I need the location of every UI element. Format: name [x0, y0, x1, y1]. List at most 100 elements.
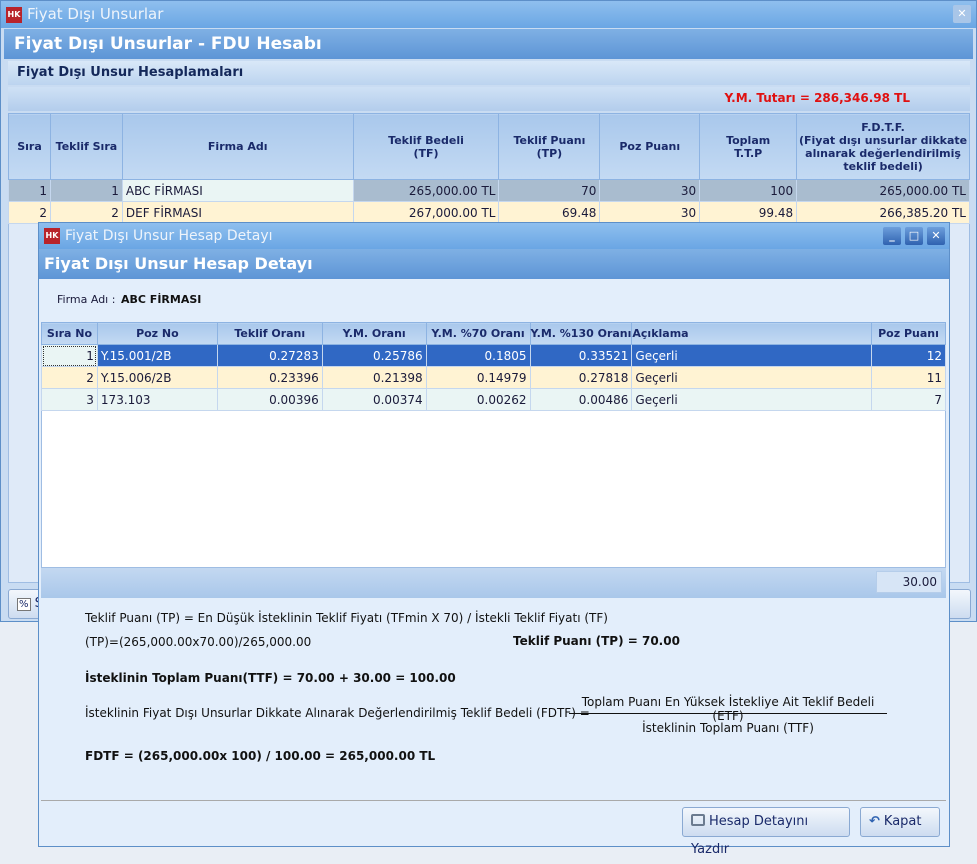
table-cell[interactable]: 12: [871, 344, 946, 367]
table-cell[interactable]: 3: [41, 388, 98, 411]
table-row[interactable]: 3 173.103 0.00396 0.00374 0.00262 0.00486 Geçe…: [41, 388, 946, 411]
detail-dialog: Fiyat Dışı Unsur Hesap Detayı HK _ □ ✕ F…: [38, 222, 950, 857]
divider: [41, 800, 946, 801]
undo-icon: ↶: [869, 814, 880, 829]
column-header[interactable]: Sıra No: [41, 322, 98, 345]
column-header[interactable]: Teklif Puanı (TP): [498, 113, 601, 180]
fdtf-result: FDTF = (265,000.00x 100) / 100.00 = 265,…: [85, 749, 436, 763]
table-cell[interactable]: ABC FİRMASI: [121, 179, 354, 202]
table-cell[interactable]: Y.15.001/2B: [96, 344, 218, 367]
column-header[interactable]: Teklif Oranı: [216, 322, 323, 345]
firma-value: ABC FİRMASI: [121, 293, 202, 306]
window-title: Fiyat Dışı Unsurlar: [27, 5, 164, 23]
column-header[interactable]: F.D.T.F. (Fiyat dışı unsurlar dikkate al…: [796, 113, 970, 180]
table-cell[interactable]: 267,000.00 TL: [352, 201, 500, 224]
percent-icon: %: [17, 598, 31, 611]
detail-grid: Sıra No Poz No Teklif Oranı Y.M. Oranı Y.M. …: [41, 322, 946, 411]
table-cell[interactable]: 0.23396: [216, 366, 323, 389]
fdtf-denominator: İsteklinin Toplam Puanı (TTF): [642, 721, 814, 735]
table-row[interactable]: 2 Y.15.006/2B 0.23396 0.21398 0.14979 0.27818…: [41, 366, 946, 389]
table-cell[interactable]: 265,000.00 TL: [352, 179, 500, 202]
table-cell[interactable]: 11: [871, 366, 946, 389]
table-cell[interactable]: 0.14979: [425, 366, 531, 389]
table-cell[interactable]: 0.00262: [425, 388, 531, 411]
table-cell[interactable]: Geçerli: [631, 366, 872, 389]
print-button-label: Hesap Detayını Yazdır: [691, 814, 809, 857]
table-cell[interactable]: 0.25786: [321, 344, 427, 367]
table-cell[interactable]: 0.00486: [529, 388, 633, 411]
table-cell[interactable]: 265,000.00 TL: [796, 179, 970, 202]
dialog-title: Fiyat Dışı Unsur Hesap Detayı: [65, 228, 273, 244]
tp-calculation: (TP)=(265,000.00x70.00)/265,000.00: [85, 635, 312, 649]
ym-tutari: Y.M. Tutarı = 286,346.98 TL: [724, 91, 910, 105]
table-cell[interactable]: 2: [41, 366, 98, 389]
table-cell[interactable]: 0.00374: [321, 388, 427, 411]
column-header[interactable]: Toplam T.T.P: [699, 113, 798, 180]
printer-icon: [691, 814, 705, 826]
close-icon[interactable]: ✕: [953, 5, 971, 23]
fdtf-numerator: Toplam Puanı En Yüksek İstekliye Ait Tek…: [581, 695, 875, 723]
table-row[interactable]: 1 Y.15.001/2B 0.27283 0.25786 0.1805 0.33521 G…: [41, 344, 946, 367]
main-title-bar: Fiyat Dışı Unsurlar: [1, 1, 976, 28]
table-cell[interactable]: 2: [49, 201, 123, 224]
summary-bar: Y.M. Tutarı = 286,346.98 TL: [8, 87, 970, 111]
table-row[interactable]: 1 1 ABC FİRMASI 265,000.00 TL 70 30 100 265,000…: [8, 179, 970, 202]
fdu-grid: Sıra Teklif Sıra Firma Adı Teklif Bedeli (T…: [8, 113, 970, 224]
table-cell[interactable]: 173.103: [96, 388, 218, 411]
table-cell[interactable]: 0.33521: [529, 344, 633, 367]
print-detail-button[interactable]: Hesap Detayını Yazdır: [682, 807, 850, 857]
column-header[interactable]: Poz Puanı: [871, 322, 946, 345]
table-cell[interactable]: 2: [8, 201, 51, 224]
table-cell[interactable]: 0.1805: [425, 344, 531, 367]
table-cell[interactable]: 1: [49, 179, 123, 202]
ttf-result: İsteklinin Toplam Puanı(TTF) = 70.00 + 3…: [85, 671, 456, 685]
fraction-line: [569, 713, 887, 714]
column-header[interactable]: Açıklama: [631, 322, 872, 345]
table-cell[interactable]: 100: [699, 179, 798, 202]
column-header[interactable]: Teklif Sıra: [49, 113, 123, 180]
app-logo: HK: [6, 7, 22, 23]
table-cell[interactable]: 266,385.20 TL: [796, 201, 970, 224]
table-cell[interactable]: 0.00396: [216, 388, 323, 411]
column-header[interactable]: Y.M. %70 Oranı: [425, 322, 531, 345]
table-cell[interactable]: 0.27283: [216, 344, 323, 367]
column-header[interactable]: Y.M. %130 Oranı: [529, 322, 633, 345]
table-cell[interactable]: Geçerli: [631, 344, 872, 367]
table-cell[interactable]: 1: [41, 344, 98, 367]
close-button[interactable]: ↶ Kapat: [860, 807, 940, 837]
panel-title: Fiyat Dışı Unsur Hesaplamaları: [8, 61, 970, 85]
close-icon[interactable]: ✕: [927, 227, 945, 245]
dialog-logo: HK: [44, 228, 60, 244]
table-cell[interactable]: 30: [599, 179, 701, 202]
column-header[interactable]: Sıra: [8, 113, 51, 180]
dialog-title-bar: Fiyat Dışı Unsur Hesap Detayı: [39, 223, 949, 249]
column-header[interactable]: Poz Puanı: [599, 113, 701, 180]
table-cell[interactable]: 0.21398: [321, 366, 427, 389]
minimize-icon[interactable]: _: [883, 227, 901, 245]
table-cell[interactable]: Geçerli: [631, 388, 872, 411]
firma-label: Firma Adı :: [57, 293, 116, 306]
dialog-header: Fiyat Dışı Unsur Hesap Detayı: [39, 249, 949, 279]
table-cell[interactable]: 0.27818: [529, 366, 633, 389]
tp-definition: Teklif Puanı (TP) = En Düşük İsteklinin …: [85, 611, 608, 625]
table-cell[interactable]: 69.48: [498, 201, 601, 224]
table-cell[interactable]: 7: [871, 388, 946, 411]
table-cell[interactable]: 30: [599, 201, 701, 224]
close-button-label: Kapat: [883, 814, 922, 829]
table-cell[interactable]: 99.48: [699, 201, 798, 224]
column-header[interactable]: Firma Adı: [121, 113, 354, 180]
detail-footer-bar: 30.00: [41, 568, 946, 598]
fdtf-definition: İsteklinin Fiyat Dışı Unsurlar Dikkate A…: [85, 706, 590, 720]
tp-result: Teklif Puanı (TP) = 70.00: [513, 634, 680, 648]
column-header[interactable]: Y.M. Oranı: [321, 322, 427, 345]
page-header: Fiyat Dışı Unsurlar - FDU Hesabı: [4, 29, 973, 59]
maximize-icon[interactable]: □: [905, 227, 923, 245]
table-cell[interactable]: 1: [8, 179, 51, 202]
total-poz-puani: 30.00: [876, 571, 942, 593]
table-cell[interactable]: Y.15.006/2B: [96, 366, 218, 389]
column-header[interactable]: Poz No: [96, 322, 218, 345]
table-cell[interactable]: DEF FİRMASI: [121, 201, 354, 224]
table-row[interactable]: 2 2 DEF FİRMASI 267,000.00 TL 69.48 30 99.48 26…: [8, 201, 970, 224]
column-header[interactable]: Teklif Bedeli (TF): [352, 113, 500, 180]
table-cell[interactable]: 70: [498, 179, 601, 202]
